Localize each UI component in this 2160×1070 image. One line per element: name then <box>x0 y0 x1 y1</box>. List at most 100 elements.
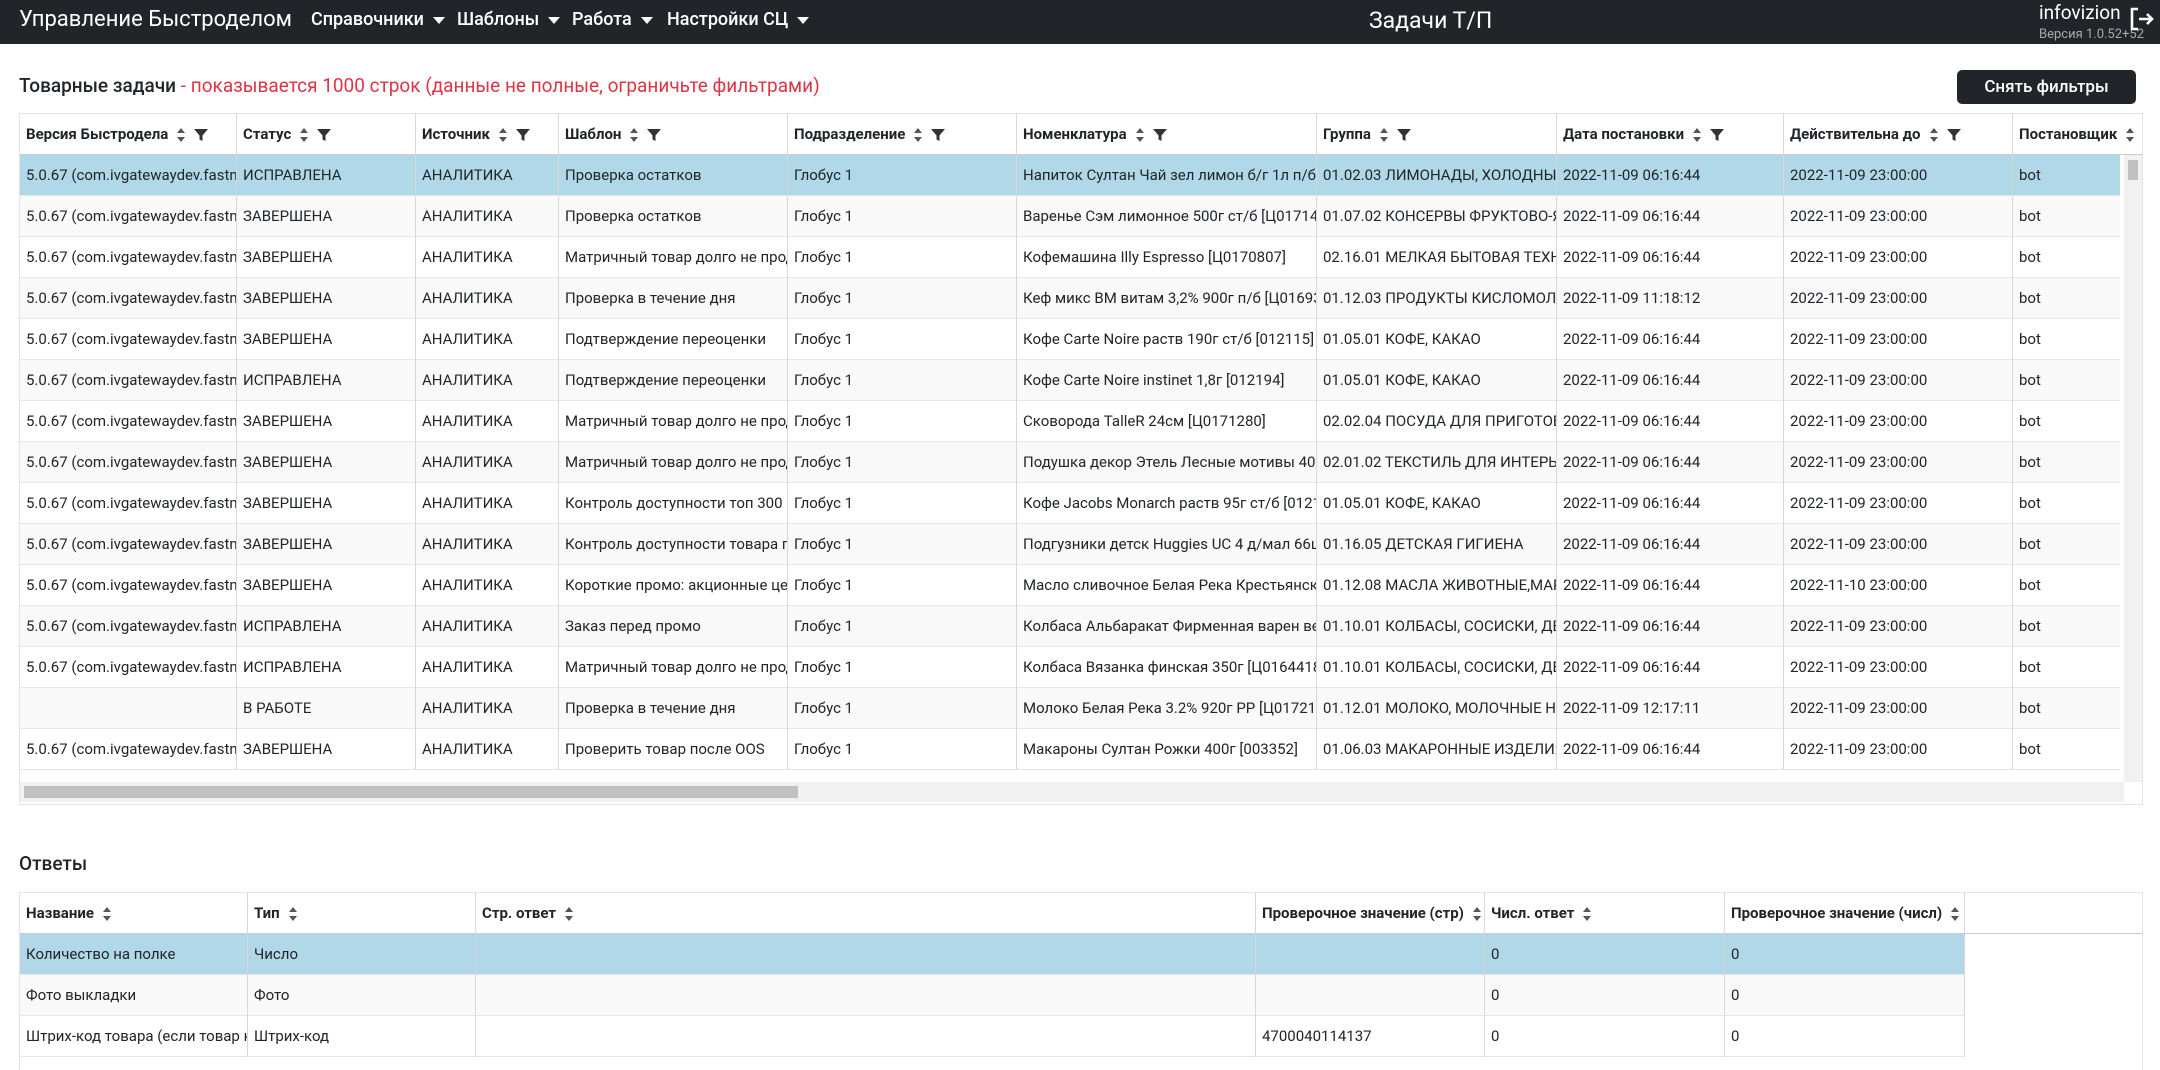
column-header[interactable]: Статус <box>237 114 416 155</box>
sort-icon[interactable] <box>629 127 639 143</box>
table-row[interactable]: 5.0.67 (com.ivgatewaydev.fastma ЗАВЕРШЕНА… <box>20 442 2120 483</box>
column-header[interactable]: Действительна до <box>1784 114 2013 155</box>
table-cell: 2022-11-09 23:00:00 <box>1784 278 2013 319</box>
sort-icon[interactable] <box>1582 906 1592 922</box>
table-cell: bot <box>2013 647 2142 688</box>
column-header[interactable]: Проверочное значение (стр) <box>1256 893 1485 934</box>
column-header[interactable]: Числ. ответ <box>1485 893 1725 934</box>
table-cell: 2022-11-09 23:00:00 <box>1784 524 2013 565</box>
filter-icon[interactable] <box>1710 128 1725 142</box>
table-row[interactable]: 5.0.67 (com.ivgatewaydev.fastma ЗАВЕРШЕНА… <box>20 401 2120 442</box>
header-text: Номенклатура <box>1023 125 1127 143</box>
column-header[interactable]: Группа <box>1317 114 1557 155</box>
table-row[interactable]: 5.0.67 (com.ivgatewaydev.fastma ЗАВЕРШЕНА… <box>20 729 2120 770</box>
table-cell: 5.0.67 (com.ivgatewaydev.fastma <box>20 524 237 565</box>
sort-icon[interactable] <box>913 127 923 143</box>
filter-icon[interactable] <box>194 128 209 142</box>
sort-icon[interactable] <box>1472 906 1482 922</box>
table-cell: bot <box>2013 688 2142 729</box>
table-cell: 2022-11-09 23:00:00 <box>1784 606 2013 647</box>
table-cell: bot <box>2013 606 2142 647</box>
header-text: Тип <box>254 904 280 922</box>
table-cell: Проверка в течение дня <box>559 688 788 729</box>
filter-icon[interactable] <box>1396 128 1411 142</box>
table-row[interactable]: 5.0.67 (com.ivgatewaydev.fastma ЗАВЕРШЕНА… <box>20 565 2120 606</box>
filter-icon[interactable] <box>317 128 332 142</box>
table-row[interactable]: Фото выкладки Фото 0 0 <box>20 975 1965 1016</box>
sort-icon[interactable] <box>1929 127 1939 143</box>
sort-icon[interactable] <box>498 127 508 143</box>
sort-icon[interactable] <box>1692 127 1702 143</box>
table-row[interactable]: 5.0.67 (com.ivgatewaydev.fastma ЗАВЕРШЕНА… <box>20 278 2120 319</box>
column-header[interactable]: Тип <box>248 893 476 934</box>
filter-icon[interactable] <box>1152 128 1167 142</box>
column-header[interactable]: Название <box>20 893 248 934</box>
table-cell: 2022-11-09 06:16:44 <box>1557 524 1784 565</box>
column-header[interactable]: Источник <box>416 114 559 155</box>
table-row[interactable]: 5.0.67 (com.ivgatewaydev.fastma ИСПРАВЛЕН… <box>20 606 2120 647</box>
sort-icon[interactable] <box>1379 127 1389 143</box>
vertical-scrollbar-thumb[interactable] <box>2128 160 2138 180</box>
column-header[interactable]: Стр. ответ <box>476 893 1256 934</box>
column-header[interactable]: Шаблон <box>559 114 788 155</box>
menu-item[interactable]: Настройки СЦ <box>667 9 809 30</box>
table-cell: Глобус 1 <box>788 237 1017 278</box>
filter-icon[interactable] <box>515 128 530 142</box>
table-row[interactable]: 5.0.67 (com.ivgatewaydev.fastma ЗАВЕРШЕНА… <box>20 319 2120 360</box>
table-row[interactable]: 5.0.67 (com.ivgatewaydev.fastma ИСПРАВЛЕН… <box>20 647 2120 688</box>
table-row[interactable]: Штрих-код товара (если товар на Штрих-код… <box>20 1016 1965 1057</box>
table-cell: 2022-11-09 06:16:44 <box>1557 442 1784 483</box>
sort-icon[interactable] <box>288 906 298 922</box>
table-row[interactable]: 5.0.67 (com.ivgatewaydev.fastma ИСПРАВЛЕН… <box>20 155 2120 196</box>
table-row[interactable]: 5.0.67 (com.ivgatewaydev.fastma ИСПРАВЛЕН… <box>20 360 2120 401</box>
table-row[interactable]: В РАБОТЕ АНАЛИТИКА Проверка в течение дня Г… <box>20 688 2120 729</box>
sort-icon[interactable] <box>102 906 112 922</box>
table-cell: АНАЛИТИКА <box>416 565 559 606</box>
table-row[interactable]: 5.0.67 (com.ivgatewaydev.fastma ЗАВЕРШЕНА… <box>20 196 2120 237</box>
table-cell: 5.0.67 (com.ivgatewaydev.fastma <box>20 360 237 401</box>
column-header[interactable]: Номенклатура <box>1017 114 1317 155</box>
sort-icon[interactable] <box>176 127 186 143</box>
header-text: Постановщик <box>2019 125 2118 143</box>
table-cell: Контроль доступности топ 300 ма <box>559 483 788 524</box>
filter-icon[interactable] <box>1946 128 1961 142</box>
table-cell: ЗАВЕРШЕНА <box>237 442 416 483</box>
horizontal-scrollbar-thumb[interactable] <box>24 786 798 798</box>
column-header[interactable]: Подразделение <box>788 114 1017 155</box>
table-cell: Глобус 1 <box>788 606 1017 647</box>
table-cell: 5.0.67 (com.ivgatewaydev.fastma <box>20 483 237 524</box>
sort-icon[interactable] <box>299 127 309 143</box>
menu-item[interactable]: Справочники <box>311 9 445 30</box>
table-cell: Фото выкладки <box>20 975 248 1016</box>
table-cell: 02.02.04 ПОСУДА ДЛЯ ПРИГОТОВ <box>1317 401 1557 442</box>
menu-item[interactable]: Шаблоны <box>457 9 560 30</box>
table-cell: Проверка остатков <box>559 155 788 196</box>
table-row[interactable]: Количество на полке Число 0 0 <box>20 934 1965 975</box>
column-header[interactable]: Постановщик <box>2013 114 2142 155</box>
reset-filters-button[interactable]: Снять фильтры <box>1957 70 2136 104</box>
column-header[interactable]: Проверочное значение (числ) <box>1725 893 1965 934</box>
table-cell: 5.0.67 (com.ivgatewaydev.fastma <box>20 647 237 688</box>
table-cell: 2022-11-09 23:00:00 <box>1784 729 2013 770</box>
sort-icon[interactable] <box>1135 127 1145 143</box>
table-cell: Матричный товар долго не прода <box>559 442 788 483</box>
table-cell: АНАЛИТИКА <box>416 401 559 442</box>
table-cell: ИСПРАВЛЕНА <box>237 606 416 647</box>
sort-icon[interactable] <box>2125 127 2135 143</box>
table-cell: Подгузники детск Huggies UC 4 д/мал 66шт <box>1017 524 1317 565</box>
logout-icon[interactable] <box>2128 6 2154 32</box>
sort-icon[interactable] <box>564 906 574 922</box>
sort-icon[interactable] <box>1950 906 1960 922</box>
brand[interactable]: Управление Быстроделом <box>19 7 292 32</box>
menu-item[interactable]: Работа <box>572 9 653 30</box>
table-cell: Молоко Белая Река 3.2% 920г PP [Ц017213 <box>1017 688 1317 729</box>
filter-icon[interactable] <box>647 128 662 142</box>
filter-icon[interactable] <box>931 128 946 142</box>
table-row[interactable]: 5.0.67 (com.ivgatewaydev.fastma ЗАВЕРШЕНА… <box>20 524 2120 565</box>
table-cell: 5.0.67 (com.ivgatewaydev.fastma <box>20 565 237 606</box>
column-header[interactable]: Версия Быстродела <box>20 114 237 155</box>
table-row[interactable]: 5.0.67 (com.ivgatewaydev.fastma ЗАВЕРШЕНА… <box>20 483 2120 524</box>
table-cell: 2022-11-09 23:00:00 <box>1784 688 2013 729</box>
table-row[interactable]: 5.0.67 (com.ivgatewaydev.fastma ЗАВЕРШЕНА… <box>20 237 2120 278</box>
column-header[interactable]: Дата постановки <box>1557 114 1784 155</box>
